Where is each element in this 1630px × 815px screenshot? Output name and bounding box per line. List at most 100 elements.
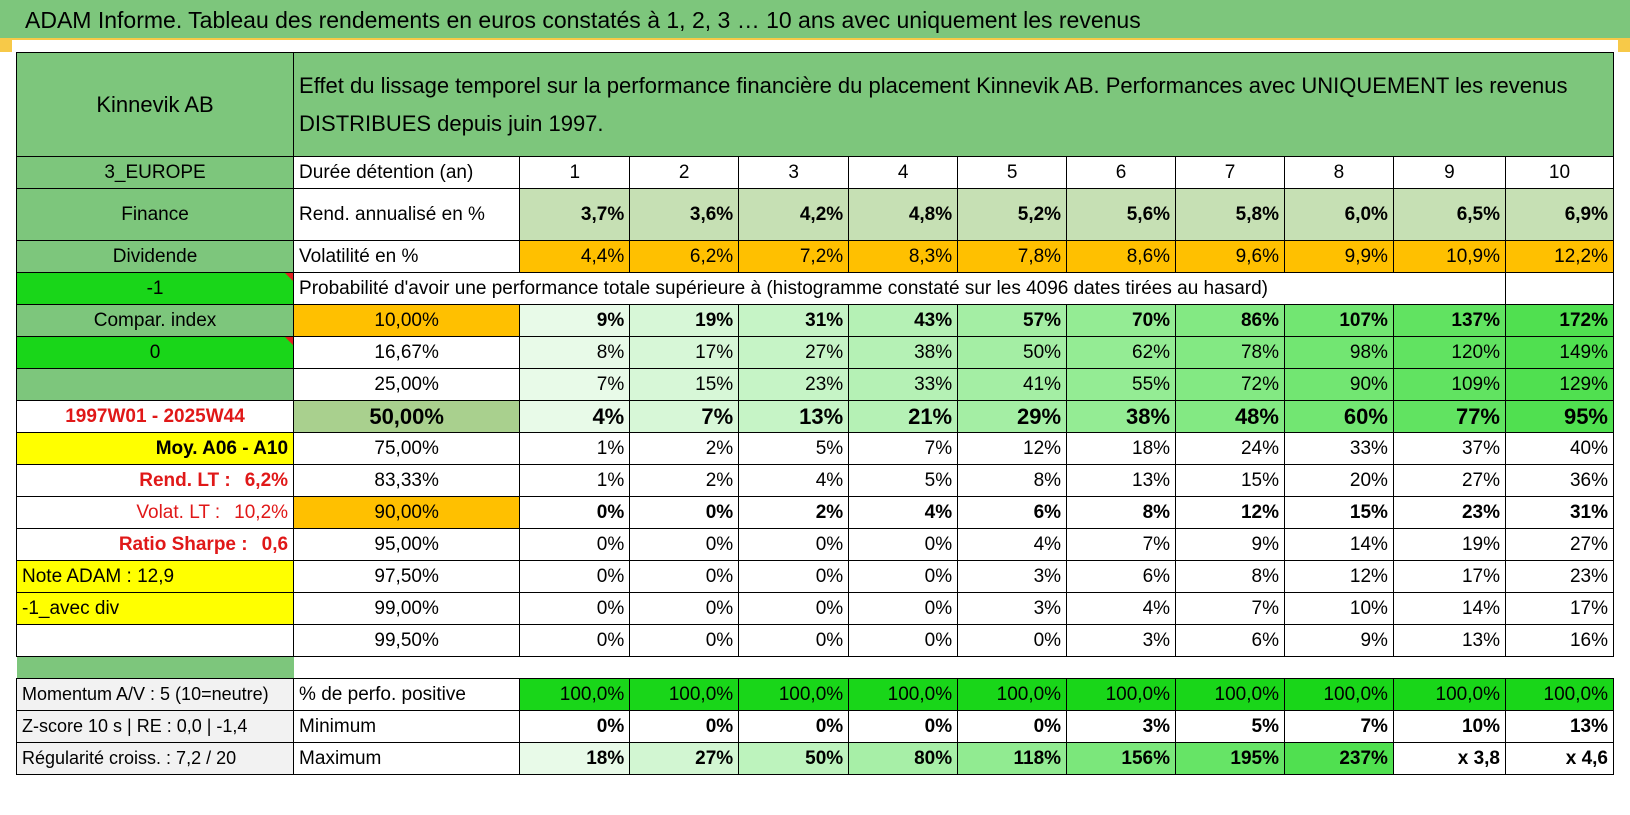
year-header: 10 [1505, 156, 1614, 189]
probability-cell: 129% [1505, 368, 1614, 401]
probability-cell: 77% [1392, 400, 1507, 433]
probability-cell: 33% [1283, 432, 1394, 465]
average-label-cell: Moy. A06 - A10 [15, 432, 295, 465]
volatility-cell: 9,9% [1283, 240, 1394, 273]
adam-note-cell: Note ADAM : 12,9 [15, 560, 295, 593]
year-header: 1 [519, 156, 631, 189]
maximum-cell: 156% [1066, 742, 1177, 775]
volatility-cell: 6,2% [629, 240, 740, 273]
rend-label: Rend. annualisé en % [293, 188, 521, 241]
probability-cell: 0% [519, 624, 631, 657]
sharpe-ratio-label: Ratio Sharpe : [118, 533, 248, 555]
probability-cell: 0% [629, 560, 740, 593]
year-header: 7 [1175, 156, 1285, 189]
zscore-cell: Z-score 10 s | RE : 0,0 | -1,4 [15, 710, 295, 743]
annualized-return-cell: 6,0% [1283, 188, 1394, 241]
probability-cell: 2% [629, 464, 740, 497]
long-term-return-label: Rend. LT : [139, 469, 231, 491]
probability-cell: 38% [848, 336, 959, 369]
probability-cell: 95% [1505, 400, 1614, 433]
positive-perf-cell: 100,0% [738, 678, 850, 711]
probability-cell: 0% [519, 560, 631, 593]
probability-cell: 62% [1066, 336, 1177, 369]
sharpe-ratio-cell: Ratio Sharpe : 0,6 [15, 528, 295, 561]
probability-threshold: 50,00% [293, 400, 521, 433]
probability-cell: 8% [519, 336, 631, 369]
probability-cell: 8% [1066, 496, 1177, 529]
probability-cell: 14% [1283, 528, 1394, 561]
long-term-volatility-value: 10,2% [234, 501, 289, 523]
regularity-cell: Régularité croiss. : 7,2 / 20 [15, 742, 295, 775]
probability-cell: 19% [629, 304, 740, 337]
annualized-return-cell: 5,8% [1175, 188, 1285, 241]
long-term-volatility-cell: Volat. LT : 10,2% [15, 496, 295, 529]
empty-cell [1505, 272, 1614, 305]
maximum-cell: 237% [1283, 742, 1394, 775]
probability-cell: 9% [519, 304, 631, 337]
empty-side-cell [15, 368, 295, 401]
minimum-cell: 13% [1505, 710, 1614, 743]
compar-index-text: Compar. index [93, 309, 217, 331]
annualized-return-cell: 5,2% [957, 188, 1068, 241]
probability-cell: 0% [629, 624, 740, 657]
probability-cell: 2% [629, 432, 740, 465]
probability-cell: 0% [519, 496, 631, 529]
probability-cell: 5% [738, 432, 850, 465]
performance-table: Kinnevik AB Effet du lissage temporel su… [15, 52, 1614, 775]
maximum-cell: x 3,8 [1392, 742, 1507, 775]
maximum-cell: 27% [629, 742, 740, 775]
maximum-cell: x 4,6 [1505, 742, 1614, 775]
probability-cell: 23% [1392, 496, 1507, 529]
probability-cell: 55% [1066, 368, 1177, 401]
volatility-cell: 9,6% [1175, 240, 1285, 273]
probability-cell: 43% [848, 304, 959, 337]
minimum-cell: 0% [848, 710, 959, 743]
probability-cell: 0% [848, 560, 959, 593]
probability-cell: 23% [1505, 560, 1614, 593]
probability-cell: 12% [1175, 496, 1285, 529]
period-cell: 1997W01 - 2025W44 [15, 400, 295, 433]
probability-cell: 0% [629, 592, 740, 625]
probability-cell: 0% [629, 496, 740, 529]
probability-cell: 15% [1283, 496, 1394, 529]
probability-cell: 17% [1392, 560, 1507, 593]
empty-side-cell [15, 624, 295, 657]
probability-cell: 0% [629, 528, 740, 561]
year-header: 5 [957, 156, 1068, 189]
probability-cell: 90% [1283, 368, 1394, 401]
probability-cell: 1% [519, 432, 631, 465]
annualized-return-cell: 5,6% [1066, 188, 1177, 241]
positive-perf-cell: 100,0% [1066, 678, 1177, 711]
probability-cell: 36% [1505, 464, 1614, 497]
probability-threshold: 25,00% [293, 368, 521, 401]
probability-cell: 7% [1175, 592, 1285, 625]
probability-cell: 86% [1175, 304, 1285, 337]
positive-perf-cell: 100,0% [1283, 678, 1394, 711]
probability-cell: 12% [1283, 560, 1394, 593]
positive-perf-cell: 100,0% [629, 678, 740, 711]
probability-cell: 3% [957, 592, 1068, 625]
probability-cell: 6% [957, 496, 1068, 529]
probability-cell: 50% [957, 336, 1068, 369]
probability-cell: 72% [1175, 368, 1285, 401]
minimum-cell: 0% [519, 710, 631, 743]
sector-cell: Finance [15, 188, 295, 241]
probability-cell: 13% [738, 400, 850, 433]
probability-cell: 5% [848, 464, 959, 497]
probability-cell: 120% [1392, 336, 1507, 369]
probability-threshold: 83,33% [293, 464, 521, 497]
probability-cell: 6% [1066, 560, 1177, 593]
volatility-cell: 7,2% [738, 240, 850, 273]
probability-cell: 40% [1505, 432, 1614, 465]
probability-cell: 57% [957, 304, 1068, 337]
sheet-corner-left [0, 40, 12, 52]
probability-cell: 9% [1175, 528, 1285, 561]
positive-perf-label: % de perfo. positive [293, 678, 521, 711]
probability-cell: 4% [1066, 592, 1177, 625]
volatility-cell: 8,3% [848, 240, 959, 273]
volatility-label: Volatilité en % [293, 240, 521, 273]
probability-cell: 41% [957, 368, 1068, 401]
with-dividend-text: -1_avec div [22, 597, 120, 619]
probability-threshold: 10,00% [293, 304, 521, 337]
probability-cell: 0% [848, 624, 959, 657]
